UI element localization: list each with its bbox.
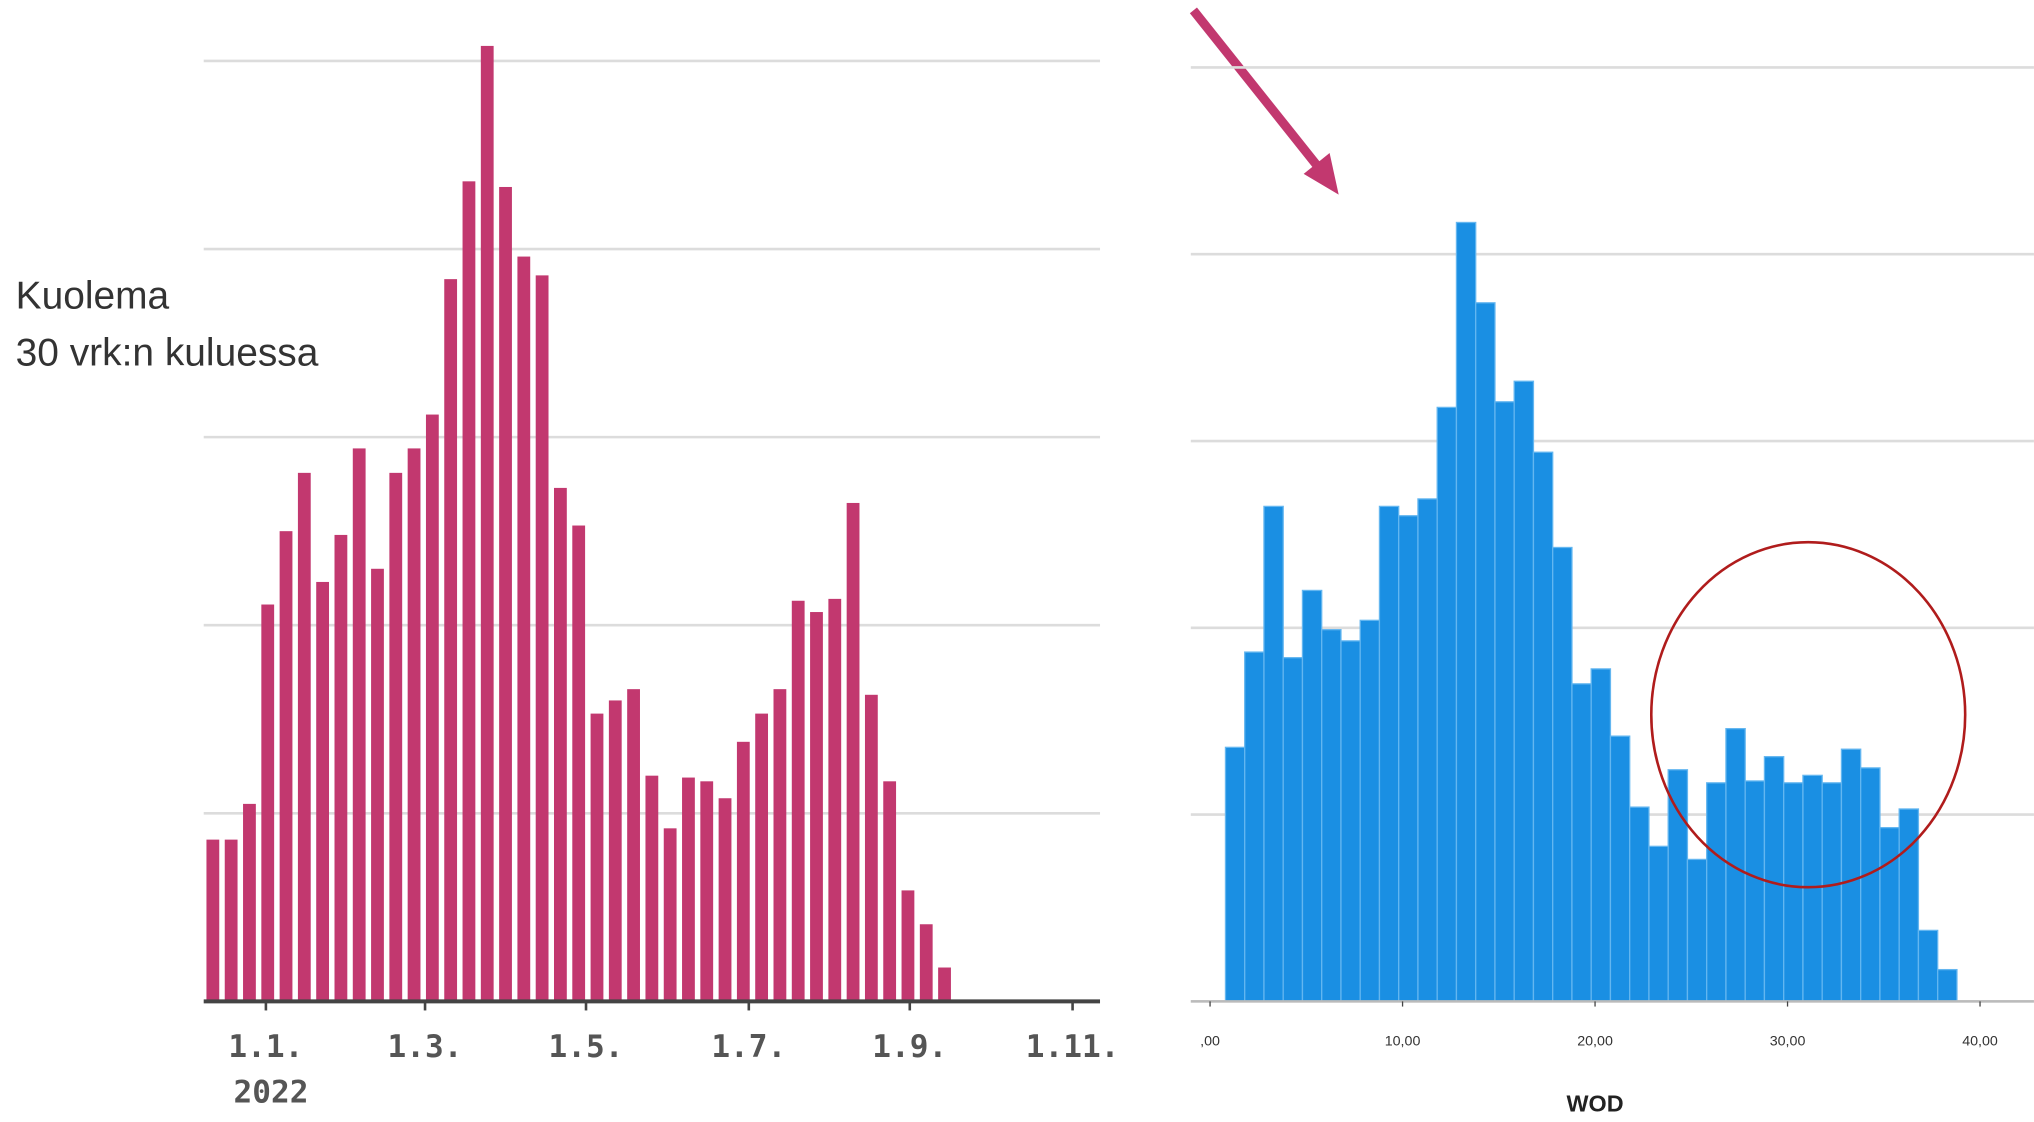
histogram-bar (1494, 401, 1515, 1003)
histogram-bar (1667, 769, 1689, 1003)
histogram-bar (1301, 589, 1323, 1003)
bar (645, 775, 659, 1002)
bar (919, 924, 933, 1002)
histogram-bar (1359, 619, 1381, 1003)
histogram-bar (1436, 406, 1458, 1003)
bar (389, 472, 403, 1002)
histogram-bar (1282, 657, 1304, 1003)
histogram-bar (1475, 302, 1496, 1003)
x-tick-label: 1.9. (872, 1029, 947, 1065)
histogram-bar (1224, 746, 1246, 1003)
histogram-bar (1860, 767, 1881, 1003)
bar (883, 781, 897, 1002)
x-tick-label: 1.3. (388, 1029, 463, 1065)
bar (224, 839, 238, 1002)
highlight-circle (1649, 540, 1967, 889)
histogram-bar (1321, 629, 1342, 1003)
x-tick-label: ,00 (1200, 1033, 1220, 1049)
x-sublabel: 2022 (234, 1074, 309, 1110)
histogram-bar (1378, 505, 1400, 1003)
bar (352, 448, 366, 1002)
histogram-bar (1609, 735, 1631, 1003)
histogram-bar (1840, 748, 1862, 1003)
bar (444, 279, 458, 1002)
x-tick-label: 1.11. (1026, 1029, 1120, 1065)
bar (316, 581, 330, 1002)
histogram-bar (1513, 380, 1535, 1003)
histogram-bar (1590, 668, 1612, 1003)
x-tick-label: 20,00 (1577, 1033, 1613, 1049)
bar (517, 256, 531, 1002)
histogram-bar (1783, 782, 1804, 1003)
histogram-bar (1763, 756, 1785, 1003)
bar (864, 694, 878, 1002)
bar (791, 600, 805, 1002)
x-tick-label: 1.1. (228, 1029, 303, 1065)
histogram-bar (1455, 221, 1477, 1003)
bar (700, 781, 714, 1002)
bar (243, 803, 256, 1002)
x-tick-label: 40,00 (1962, 1033, 1998, 1049)
bar (755, 713, 769, 1002)
bar (718, 798, 732, 1002)
bar (572, 525, 586, 1002)
bar (206, 839, 220, 1002)
histogram-bar (1821, 782, 1843, 1003)
bar (297, 472, 311, 1002)
histogram-bar (1744, 780, 1766, 1003)
histogram-bar (1417, 498, 1438, 1003)
x-tick-label: 30,00 (1770, 1033, 1806, 1049)
bar (371, 568, 384, 1002)
bar (627, 689, 640, 1002)
arrow (1189, 7, 1330, 180)
x-tick-label: 1.5. (549, 1029, 624, 1065)
x-tick-label: 1.7. (711, 1029, 786, 1065)
bar (425, 414, 439, 1002)
y-axis-label: 30 vrk:n kuluessa (16, 332, 319, 375)
bar (846, 502, 860, 1002)
histogram-bar (1706, 782, 1727, 1003)
histogram-bar (1571, 683, 1592, 1003)
bar (480, 45, 494, 1002)
bar (736, 741, 750, 1002)
histogram-bar (1898, 808, 1920, 1003)
arrow-head (1303, 153, 1339, 195)
bar (261, 604, 275, 1002)
bar (554, 487, 567, 1002)
bar (663, 828, 677, 1002)
histogram-bar (1398, 515, 1419, 1003)
x-axis-label: WOD (1567, 1090, 1624, 1116)
bar (535, 275, 549, 1002)
histogram-bar (1244, 651, 1265, 1003)
bar (901, 890, 915, 1002)
histogram-bar (1648, 845, 1669, 1003)
bar (608, 700, 622, 1002)
bar (938, 967, 951, 1002)
bar (773, 689, 787, 1002)
bar (499, 186, 512, 1002)
bar (590, 713, 604, 1002)
histogram-bar (1340, 640, 1361, 1003)
histogram-bar (1937, 968, 1958, 1003)
histogram-bar (1263, 505, 1284, 1003)
bar (810, 612, 823, 1002)
histogram-bar (1629, 806, 1650, 1003)
y-axis-label: Kuolema (16, 275, 170, 318)
bar (334, 534, 348, 1002)
histogram-bar (1686, 858, 1708, 1003)
histogram-bar (1532, 451, 1554, 1003)
histogram-bar (1552, 546, 1573, 1003)
histogram-bar (1917, 929, 1939, 1003)
bar (682, 777, 695, 1002)
bar (407, 448, 421, 1002)
bar (279, 531, 293, 1002)
bar (828, 598, 842, 1002)
bar (462, 181, 476, 1002)
histogram-bar (1879, 827, 1900, 1003)
x-tick-label: 10,00 (1385, 1033, 1421, 1049)
